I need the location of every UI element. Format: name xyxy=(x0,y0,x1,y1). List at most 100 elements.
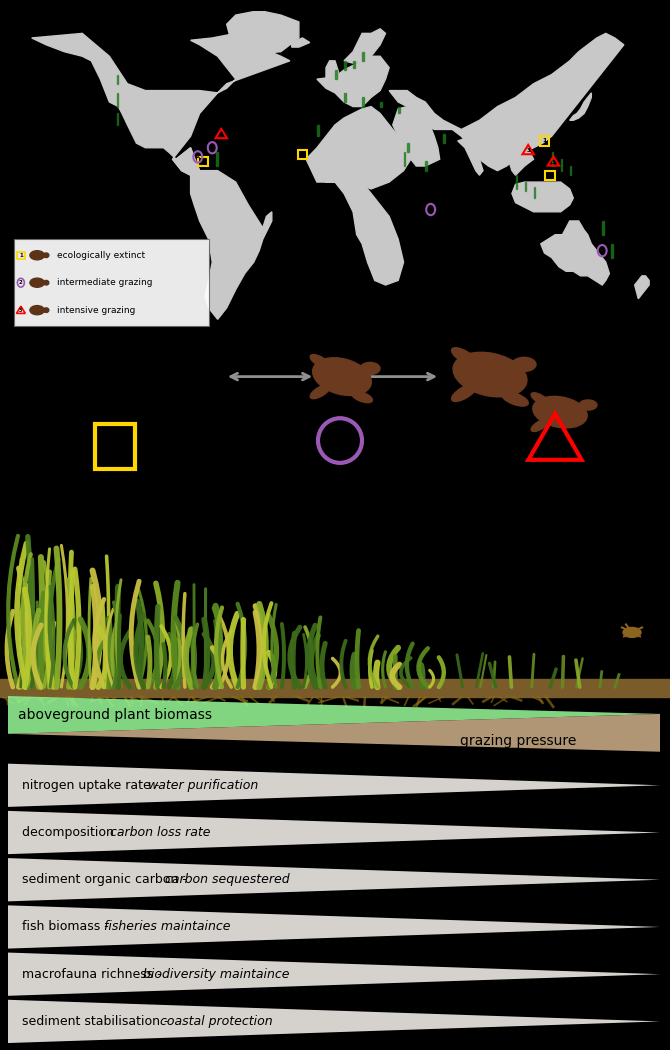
Ellipse shape xyxy=(360,362,380,375)
Ellipse shape xyxy=(44,280,49,285)
Ellipse shape xyxy=(30,306,44,315)
Text: carbon sequestered: carbon sequestered xyxy=(165,874,289,886)
Polygon shape xyxy=(190,170,272,319)
Polygon shape xyxy=(173,148,200,175)
Polygon shape xyxy=(611,244,613,257)
Polygon shape xyxy=(403,152,405,166)
Polygon shape xyxy=(306,160,403,285)
Polygon shape xyxy=(380,102,382,107)
Polygon shape xyxy=(291,38,310,47)
Text: 2: 2 xyxy=(429,207,433,212)
Text: 2: 2 xyxy=(210,145,214,150)
Polygon shape xyxy=(117,92,119,107)
Ellipse shape xyxy=(310,355,330,369)
Polygon shape xyxy=(226,10,299,57)
Text: aboveground plant biomass: aboveground plant biomass xyxy=(18,708,212,722)
Bar xyxy=(545,170,555,180)
Polygon shape xyxy=(570,92,592,121)
Polygon shape xyxy=(444,134,445,143)
Text: intensive grazing: intensive grazing xyxy=(57,306,135,315)
Text: 1: 1 xyxy=(201,159,206,164)
Text: 3: 3 xyxy=(219,132,223,138)
Bar xyxy=(297,150,308,160)
Bar xyxy=(198,156,208,166)
Ellipse shape xyxy=(452,348,476,365)
Text: 2: 2 xyxy=(196,154,200,160)
Text: 1: 1 xyxy=(19,253,23,257)
Polygon shape xyxy=(216,152,218,166)
Text: macrofauna richness -: macrofauna richness - xyxy=(22,968,165,981)
Text: decomposition -: decomposition - xyxy=(22,826,127,839)
Text: biodiversity maintaince: biodiversity maintaince xyxy=(143,968,289,981)
Polygon shape xyxy=(8,952,660,995)
Polygon shape xyxy=(509,143,533,175)
Ellipse shape xyxy=(453,352,527,397)
Text: 3: 3 xyxy=(526,148,530,153)
Text: 1: 1 xyxy=(300,152,305,158)
Polygon shape xyxy=(407,143,409,152)
Ellipse shape xyxy=(452,384,476,401)
Polygon shape xyxy=(335,70,337,79)
Polygon shape xyxy=(8,811,660,854)
Polygon shape xyxy=(389,34,624,170)
Polygon shape xyxy=(561,160,563,170)
Text: ecologically extinct: ecologically extinct xyxy=(57,251,145,259)
Polygon shape xyxy=(362,51,364,61)
Bar xyxy=(539,136,549,146)
Polygon shape xyxy=(117,113,119,125)
Polygon shape xyxy=(541,220,610,285)
Bar xyxy=(0,679,670,697)
Polygon shape xyxy=(344,61,346,70)
Ellipse shape xyxy=(533,396,587,428)
Ellipse shape xyxy=(579,400,597,411)
Polygon shape xyxy=(344,28,385,63)
Ellipse shape xyxy=(30,278,44,288)
Ellipse shape xyxy=(44,308,49,313)
Text: 3: 3 xyxy=(19,309,23,313)
Polygon shape xyxy=(326,61,338,79)
Bar xyxy=(13,239,208,327)
Ellipse shape xyxy=(531,393,549,405)
Polygon shape xyxy=(533,187,535,198)
Polygon shape xyxy=(570,166,572,175)
Text: nitrogen uptake rate -: nitrogen uptake rate - xyxy=(22,779,163,792)
Text: 3: 3 xyxy=(551,160,555,165)
Ellipse shape xyxy=(502,392,528,406)
Polygon shape xyxy=(602,220,604,234)
Polygon shape xyxy=(393,107,440,166)
Polygon shape xyxy=(317,125,319,136)
Ellipse shape xyxy=(30,251,44,259)
Polygon shape xyxy=(634,276,649,298)
Polygon shape xyxy=(551,152,553,166)
Polygon shape xyxy=(8,763,660,806)
Polygon shape xyxy=(515,175,517,189)
Polygon shape xyxy=(317,57,389,107)
Text: 1: 1 xyxy=(547,172,552,177)
Ellipse shape xyxy=(313,358,371,396)
Text: fish biomass -: fish biomass - xyxy=(22,921,113,933)
Polygon shape xyxy=(525,182,527,191)
Polygon shape xyxy=(425,162,427,170)
Polygon shape xyxy=(458,139,483,175)
Polygon shape xyxy=(8,714,660,752)
Text: coastal protection: coastal protection xyxy=(159,1015,272,1028)
Text: water purification: water purification xyxy=(149,779,259,792)
Polygon shape xyxy=(8,905,660,948)
Ellipse shape xyxy=(512,357,536,372)
Ellipse shape xyxy=(623,628,641,637)
Polygon shape xyxy=(353,61,355,67)
Text: sediment stabilisation -: sediment stabilisation - xyxy=(22,1015,172,1028)
Text: carbon loss rate: carbon loss rate xyxy=(110,826,210,839)
Bar xyxy=(17,252,25,259)
Polygon shape xyxy=(398,107,400,113)
Ellipse shape xyxy=(531,419,549,432)
Polygon shape xyxy=(344,92,346,102)
Text: 2: 2 xyxy=(600,248,604,253)
Polygon shape xyxy=(306,107,411,189)
Polygon shape xyxy=(31,34,290,175)
Ellipse shape xyxy=(44,253,49,257)
Polygon shape xyxy=(362,98,364,107)
Polygon shape xyxy=(8,858,660,901)
Text: 1: 1 xyxy=(542,139,547,144)
Text: fisheries maintaince: fisheries maintaince xyxy=(105,921,231,933)
